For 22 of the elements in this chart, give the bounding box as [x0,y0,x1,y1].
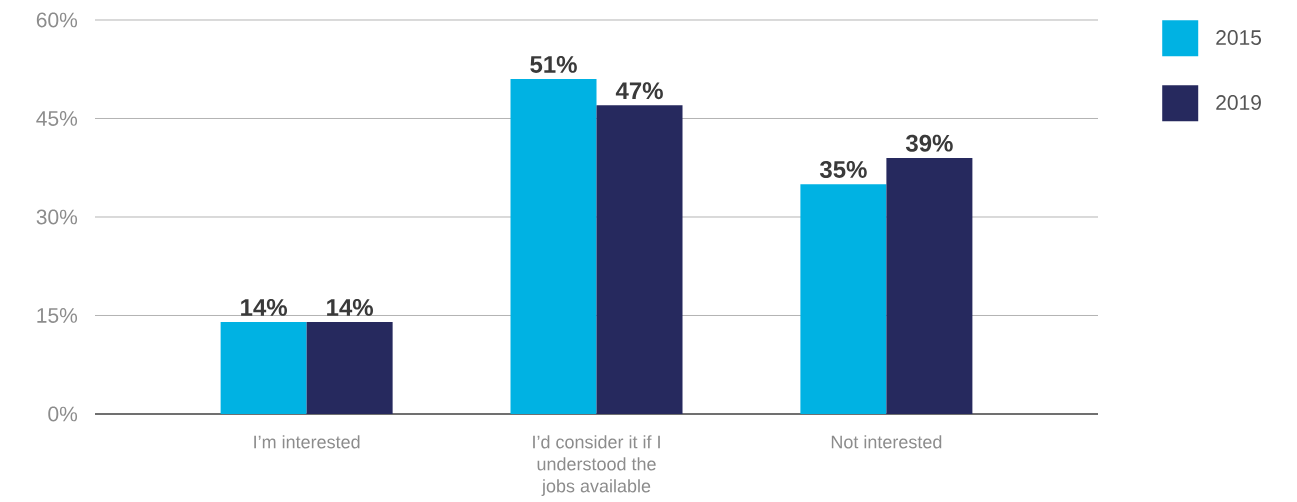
y-tick-label: 30% [36,209,78,225]
legend-label: 2015 [1216,30,1262,45]
bar [800,184,887,414]
bar [306,322,393,414]
bar [510,79,597,414]
y-tick-label: 15% [37,308,78,323]
data-label: 14% [327,298,373,316]
y-tick-label: 0% [48,406,78,422]
data-label: 14% [241,298,287,316]
legend-label: 2019 [1216,95,1261,110]
data-label: 39% [905,134,953,152]
data-label: 51% [530,55,577,73]
bar [596,105,683,414]
y-tick-label: 45% [36,111,78,126]
bar [220,322,307,414]
bar [886,157,973,414]
x-tick-label: I’d consider it if I understood the jobs available [533,435,660,496]
x-tick-label: Not interested [831,435,942,449]
data-label: 35% [819,160,867,178]
x-tick-label: I’m interested [254,435,360,449]
data-label: 47% [615,82,663,100]
y-tick-label: 60% [36,12,78,28]
